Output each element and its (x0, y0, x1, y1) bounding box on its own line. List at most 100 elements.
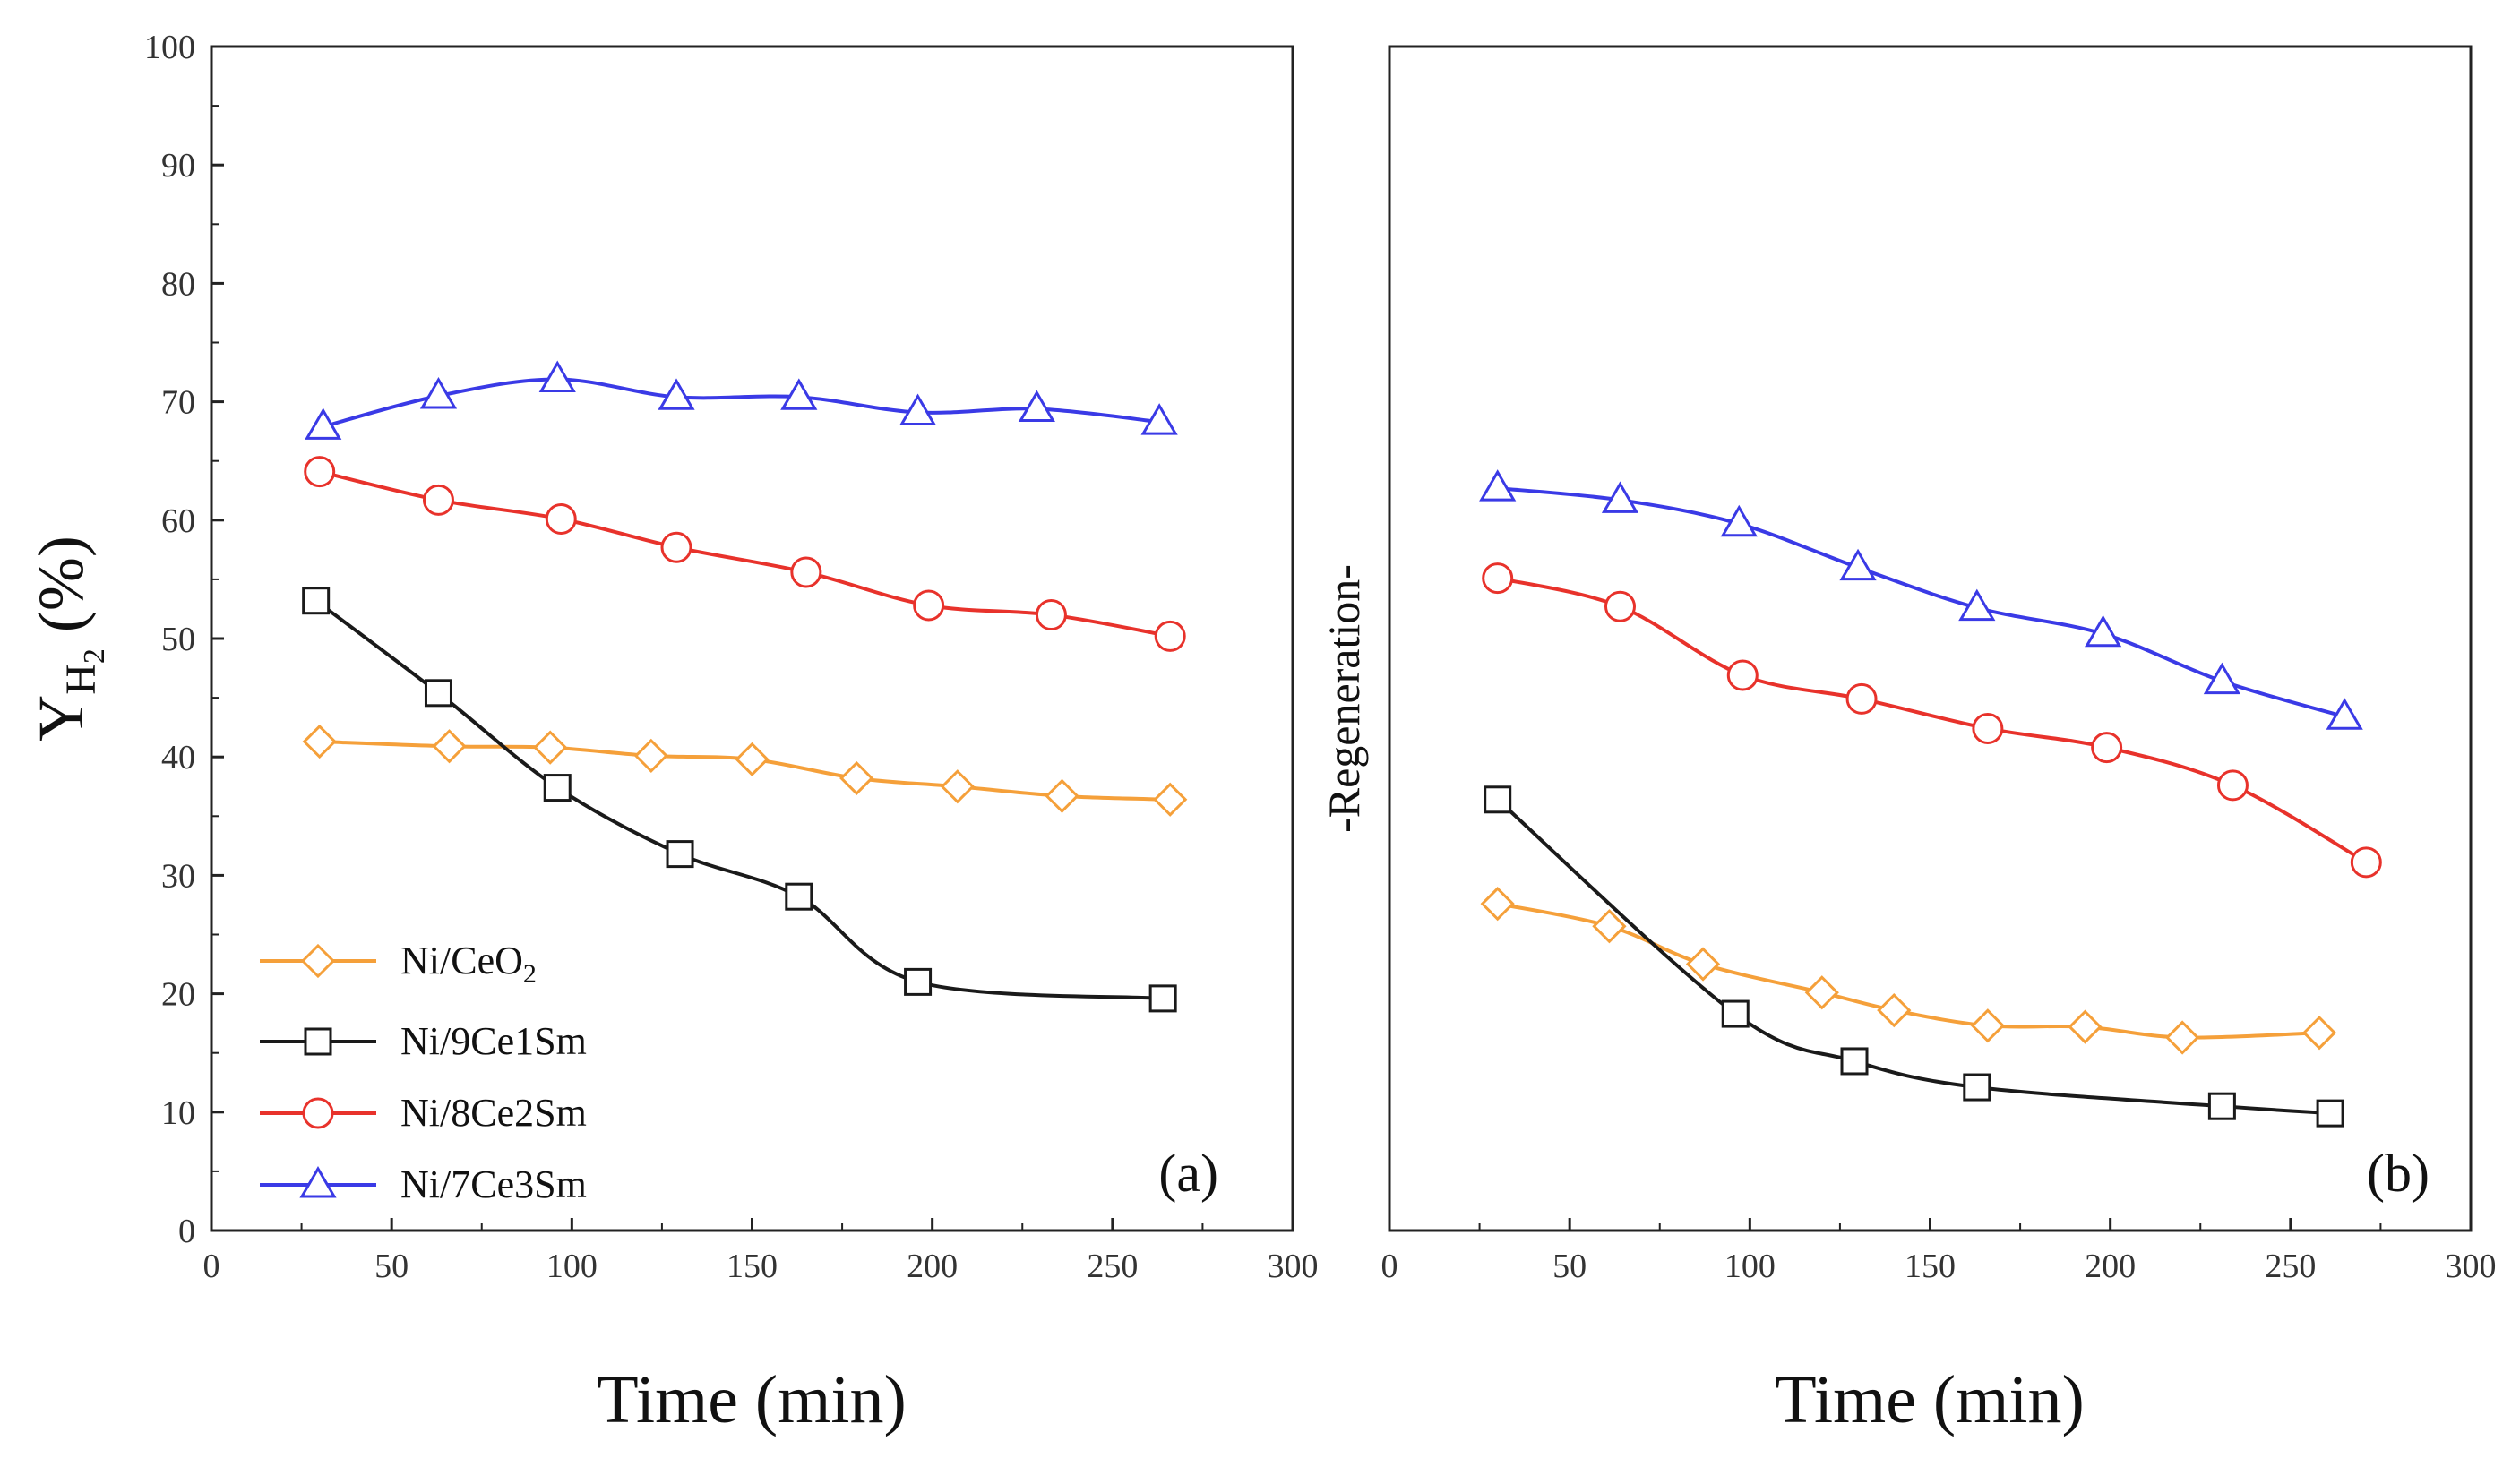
data-point-diamond-icon (1045, 778, 1079, 813)
legend-label-ni-ceo2-subscript: 2 (523, 959, 537, 989)
data-point-circle-icon (1482, 562, 1514, 595)
x-tick-label: 100 (1724, 1248, 1776, 1285)
data-point-diamond-icon (633, 738, 668, 773)
data-point-diamond-icon (2301, 1016, 2337, 1051)
data-point-circle-icon (545, 502, 577, 535)
data-point-square-icon (904, 967, 933, 996)
data-point-triangle-icon (1720, 504, 1758, 537)
panel-a: 0 50 100 150 200 250 300 0 10 20 30 40 50 60 70 80 90 10… (25, 29, 1319, 1437)
y-axis-title-symbol: Y (25, 695, 97, 742)
data-point-triangle-icon (2085, 614, 2122, 648)
data-point-circle-icon (1845, 682, 1878, 715)
legend-entry-ni-8ce2sm: Ni/8Ce2Sm (260, 1091, 587, 1135)
data-point-diamond-icon (1877, 992, 1912, 1028)
y-tick-label: 80 (161, 265, 195, 303)
series-ni-ceo2 (302, 724, 1188, 817)
data-point-square-icon (424, 679, 452, 708)
svg-text:YH2 (%): YH2 (%) (25, 536, 111, 742)
data-point-square-icon (2207, 1092, 2236, 1120)
data-point-triangle-icon (1958, 588, 1996, 622)
data-point-square-icon (1721, 999, 1750, 1028)
series-line-ni-7ce3sm (1497, 486, 2345, 719)
x-tick-label: 250 (2265, 1248, 2316, 1285)
y-tick-label: 10 (161, 1094, 195, 1132)
y-axis-title-unit: (%) (25, 536, 97, 648)
x-tick-label: 300 (2446, 1248, 2497, 1285)
panel-b: 0 50 100 150 200 250 300 (b) -Regeneration- Ti… (1319, 45, 2497, 1437)
data-point-diamond-icon (533, 730, 568, 765)
panel-a-series (302, 360, 1188, 1013)
legend-marker-triangle-icon (299, 1166, 337, 1198)
y-tick-label: 70 (161, 384, 195, 422)
x-tick-label: 200 (907, 1248, 958, 1285)
data-point-diamond-icon (432, 729, 467, 764)
legend-marker-square-icon (304, 1027, 332, 1056)
data-point-triangle-icon (1601, 481, 1639, 513)
data-point-square-icon (1484, 785, 1512, 814)
y-axis-title: YH2 (%) (25, 536, 111, 742)
data-point-diamond-icon (2165, 1020, 2200, 1055)
legend-marker-diamond-icon (300, 943, 336, 979)
data-point-triangle-icon (1018, 390, 1055, 423)
data-point-circle-icon (1154, 620, 1186, 652)
data-point-diamond-icon (302, 724, 337, 759)
regeneration-label: -Regeneration- (1319, 564, 1369, 833)
data-point-square-icon (302, 587, 331, 615)
y-axis-title-subsubscript: 2 (78, 648, 111, 664)
x-tick-label: 250 (1087, 1248, 1138, 1285)
data-point-circle-icon (660, 531, 692, 563)
data-point-square-icon (785, 882, 813, 911)
y-tick-label: 50 (161, 621, 195, 658)
y-tick-label: 60 (161, 502, 195, 540)
legend-label-ni-ceo2: Ni/CeO (400, 939, 523, 982)
data-point-circle-icon (2216, 769, 2249, 802)
data-point-circle-icon (1035, 599, 1067, 631)
x-tick-label: 150 (727, 1248, 778, 1285)
y-axis-title-subscript: H (57, 664, 105, 695)
data-point-diamond-icon (1970, 1008, 2005, 1043)
legend-marker-circle-icon (302, 1097, 334, 1129)
legend-label-ni-7ce3sm: Ni/7Ce3Sm (400, 1162, 587, 1206)
data-point-triangle-icon (2326, 698, 2363, 730)
panel-a-x-tick-labels: 0 50 100 150 200 250 300 (203, 1248, 1319, 1285)
data-point-diamond-icon (735, 742, 770, 776)
data-point-diamond-icon (2068, 1009, 2103, 1044)
data-point-diamond-icon (1804, 975, 1839, 1010)
legend-entry-ni-9ce1sm: Ni/9Ce1Sm (260, 1019, 587, 1063)
data-point-diamond-icon (940, 769, 975, 804)
data-point-square-icon (2316, 1099, 2344, 1128)
data-point-triangle-icon (2203, 662, 2240, 695)
data-point-circle-icon (304, 456, 336, 488)
data-point-triangle-icon (658, 378, 695, 410)
data-point-diamond-icon (1592, 909, 1627, 944)
data-point-triangle-icon (1839, 548, 1877, 581)
data-point-triangle-icon (1479, 469, 1517, 502)
data-point-triangle-icon (1140, 403, 1178, 435)
data-point-circle-icon (1972, 712, 2004, 744)
data-point-triangle-icon (419, 377, 458, 409)
data-point-diamond-icon (1480, 887, 1515, 922)
panel-a-ticks (210, 45, 1294, 1232)
data-point-triangle-icon (305, 407, 342, 440)
x-tick-label: 300 (1268, 1248, 1319, 1285)
panel-b-ticks (1388, 1218, 2473, 1231)
y-tick-label: 30 (161, 857, 195, 895)
series-ni-9ce1sm (302, 587, 1177, 1013)
data-point-diamond-icon (839, 760, 874, 796)
legend-label-ni-8ce2sm: Ni/8Ce2Sm (400, 1091, 587, 1135)
data-point-square-icon (1840, 1047, 1869, 1076)
data-point-triangle-icon (538, 360, 576, 392)
panel-a-x-axis-title: Time (min) (597, 1362, 907, 1437)
data-point-circle-icon (1604, 590, 1636, 622)
data-point-diamond-icon (1153, 782, 1188, 817)
data-point-circle-icon (2350, 846, 2382, 879)
y-tick-label: 90 (161, 147, 195, 184)
series-ni-ceo2 (1480, 887, 2337, 1055)
series-line-ni-9ce1sm (1496, 798, 2331, 1116)
x-tick-label: 50 (374, 1248, 409, 1285)
panel-b-series (1479, 469, 2382, 1128)
data-point-square-icon (666, 840, 694, 869)
series-line-ni-8ce2sm (1497, 576, 2368, 864)
series-line-ni-7ce3sm (323, 377, 1160, 429)
